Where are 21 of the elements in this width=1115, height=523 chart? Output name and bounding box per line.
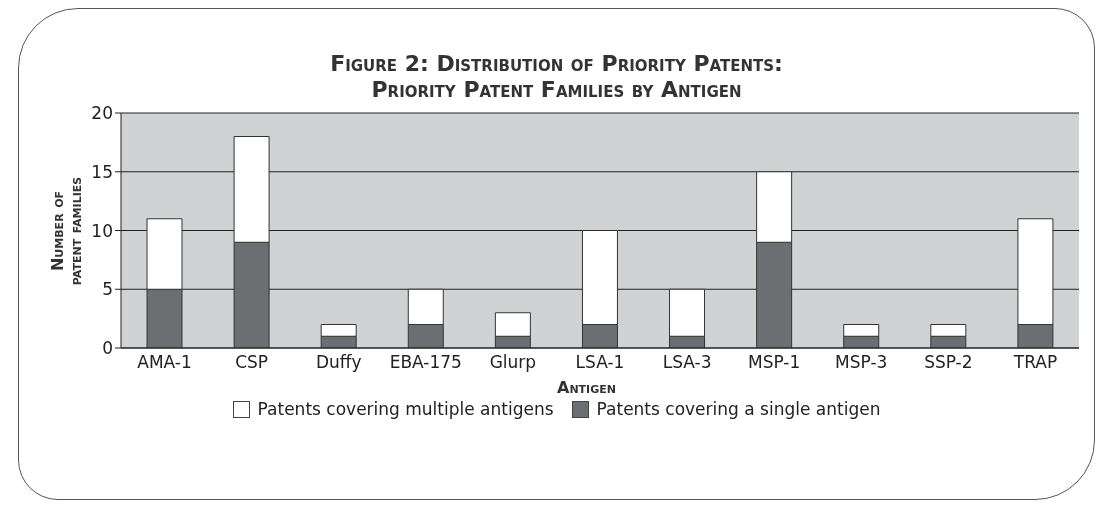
x-tick-label: LSA-1 [575,352,625,373]
legend-label: Patents covering a single antigen [596,399,881,419]
y-tick-label: 15 [91,161,113,182]
x-tick-label: Glurp [489,352,537,373]
x-tick-label: MSP-1 [748,352,801,373]
y-tick-label: 0 [102,338,113,359]
y-tick-label: 5 [102,279,113,300]
x-axis-title: Antigen [556,378,617,397]
y-tick-label: 10 [91,220,113,241]
x-tick-label: SSP-2 [924,352,973,373]
chart-title: Figure 2: Distribution of Priority Patents: Priority Patent Families by Antigen [329,51,784,103]
x-tick-label: MSP-3 [835,352,888,373]
x-tick-label: TRAP [1012,352,1058,373]
y-axis-title: Number of patent families [48,176,86,285]
legend-label: Patents covering multiple antigens [257,399,554,419]
x-tick-label: AMA-1 [137,352,192,373]
x-tick-label: EBA-175 [389,352,462,373]
x-tick-label: Duffy [315,352,362,373]
y-tick-label: 20 [91,103,113,124]
x-tick-label: LSA-3 [662,352,712,373]
x-tick-label: CSP [235,352,269,373]
